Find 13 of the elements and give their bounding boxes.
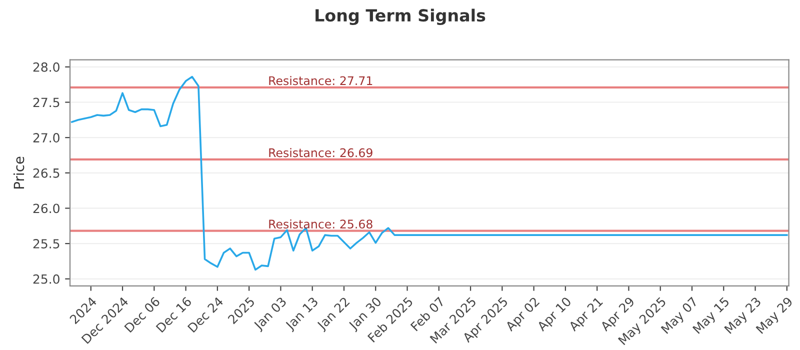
line-series <box>70 76 788 271</box>
y-tick-label: 27.0 <box>33 133 60 142</box>
y-tick-label: 26.5 <box>33 168 60 178</box>
ref-line-label: Resistance: 25.68 <box>269 219 372 229</box>
y-tick-label: 25.5 <box>33 239 60 248</box>
y-tick-label: 27.5 <box>33 98 60 108</box>
y-tick-label: 26.0 <box>33 204 60 214</box>
y-tick-label: 25.0 <box>33 274 60 284</box>
ref-line-label: Resistance: 26.69 <box>269 148 372 158</box>
chart-title: Long Term Signals <box>316 8 486 26</box>
y-axis-title: Price <box>13 156 24 188</box>
y-tick-label: 28.0 <box>33 62 60 72</box>
ref-line-label: Resistance: 27.71 <box>269 76 372 86</box>
